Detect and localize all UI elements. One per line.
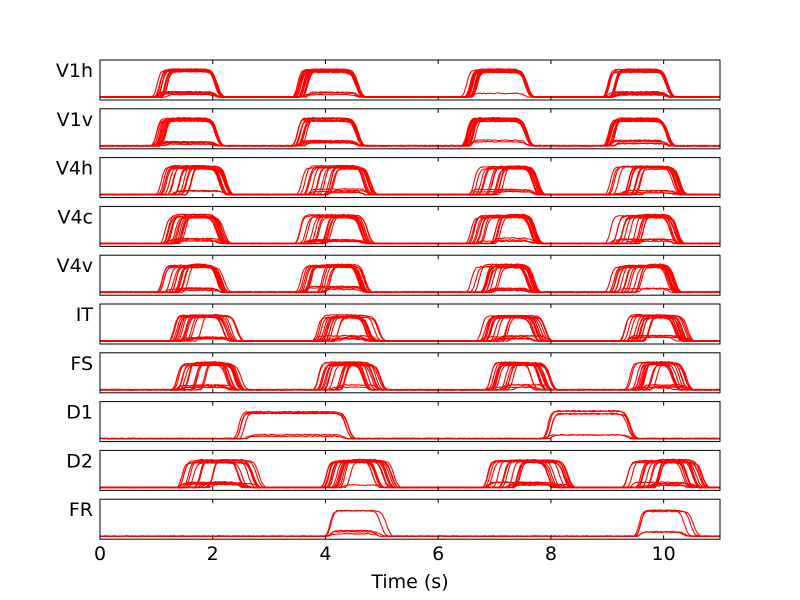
panel-fs: FS [70,352,721,394]
trace-it-17 [100,314,720,342]
panel-frame [99,449,721,491]
x-tick-label: 0 [94,543,106,565]
panel-frame [99,254,721,296]
x-tick-label: 2 [207,543,219,565]
panel-frame [99,498,721,540]
trace-v1v-17 [99,117,721,147]
panel-label-it: IT [76,304,94,326]
trace-v4h-17 [99,165,720,196]
x-tick-label: 10 [652,543,676,565]
panel-d1: D1 [66,401,721,443]
panel-label-v4c: V4c [57,206,93,228]
panel-v1h: V1h [56,59,721,101]
panel-label-v1v: V1v [57,109,93,131]
trace-d1-5 [99,412,721,440]
trace-v4c-11 [99,216,721,245]
trace-fr-3 [99,509,721,538]
trace-d2-17 [99,458,721,489]
panel-v4h: V4h [56,157,721,199]
panel-frame [99,303,721,345]
panel-fr: FR [69,498,721,540]
panel-label-d1: D1 [66,402,93,424]
x-tick-label: 8 [545,543,557,565]
panel-label-fr: FR [69,499,93,521]
panel-label-fs: FS [70,353,93,375]
panel-frame [99,108,721,150]
trace-v1v-16 [99,117,721,147]
trace-fr-4 [99,510,721,538]
trace-fr-1 [99,509,721,538]
panels-group: V1h V1v V4h V4c V4v IT FS D1 D2 FR [56,59,721,540]
panel-v1v: V1v [57,108,721,150]
trace-v1h-13 [99,68,721,98]
panel-frame [99,157,721,199]
panel-d2: D2 [66,449,721,491]
panel-label-v1h: V1h [56,60,93,82]
x-tick-label: 6 [432,543,444,565]
panel-frame [99,59,721,101]
panel-label-v4h: V4h [56,158,93,180]
panel-label-d2: D2 [66,450,93,472]
trace-fr-2 [99,509,720,538]
panel-label-v4v: V4v [57,255,93,277]
x-tick-label: 4 [319,543,331,565]
trace-fs-17 [99,362,721,391]
trace-v4c-17 [99,214,721,245]
panel-frame [99,401,721,443]
panel-v4c: V4c [57,205,721,247]
trace-fr-0 [99,509,721,538]
panel-frame [99,352,721,394]
trace-v4c-16 [99,213,721,245]
x-axis: 0 2 4 6 8 10 [94,543,676,565]
trace-v4v-17 [99,263,721,294]
panel-it: IT [76,303,721,345]
panel-v4v: V4v [57,254,721,296]
x-axis-title: Time (s) [370,571,448,593]
panel-frame [99,205,721,247]
trace-v1h-17 [99,68,721,98]
